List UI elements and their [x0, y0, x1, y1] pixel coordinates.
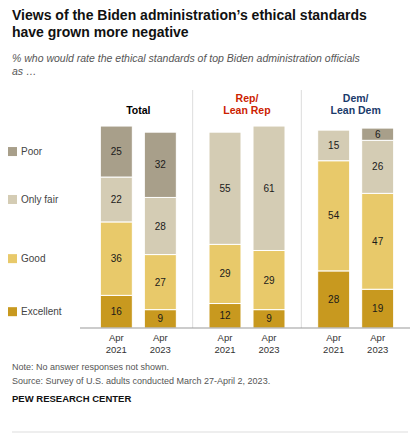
- data-label: 15: [328, 140, 340, 151]
- note: Note: No answer responses not shown.: [12, 362, 169, 372]
- bar-segment: [362, 289, 394, 328]
- data-label: 36: [111, 253, 123, 264]
- bar-segment: [209, 244, 241, 303]
- subtitle: % who would rate the ethical standards o…: [12, 52, 361, 77]
- data-label: 9: [158, 313, 164, 324]
- bar-segment: [318, 161, 350, 271]
- data-label: 26: [372, 161, 384, 172]
- data-label: 47: [372, 236, 384, 247]
- x-tick-label: Apr2023: [150, 332, 171, 355]
- bar-segment: [253, 250, 285, 309]
- bar-segment: [253, 310, 285, 328]
- bar-segment: [100, 295, 132, 328]
- legend-entry: Poor: [21, 146, 43, 157]
- x-tick-label: Apr2021: [323, 332, 344, 355]
- group-label: Dem/Lean Dem: [331, 92, 381, 116]
- legend-entry: Good: [21, 253, 45, 264]
- x-tick-label: Apr2021: [214, 332, 235, 355]
- bar-segment: [209, 132, 241, 244]
- data-label: 27: [155, 277, 167, 288]
- data-label: 22: [111, 194, 123, 205]
- bar-segment: [362, 193, 394, 289]
- legend-swatch: [8, 307, 17, 316]
- title: Views of the Biden administration’s ethi…: [12, 7, 367, 40]
- data-label: 32: [155, 159, 167, 170]
- data-label: 55: [219, 183, 231, 194]
- legend-swatch: [8, 195, 17, 204]
- bar-segment: [318, 271, 350, 328]
- bar-segment: [253, 126, 285, 127]
- data-label: 25: [111, 146, 123, 157]
- group-separator: [301, 90, 302, 328]
- data-label: 54: [328, 210, 340, 221]
- legend-swatch: [8, 254, 17, 263]
- legend-swatch: [8, 147, 17, 156]
- data-label: 12: [219, 310, 231, 321]
- data-label: 28: [328, 294, 340, 305]
- legend-entry: Only fair: [21, 194, 59, 205]
- bar-segment: [144, 132, 176, 197]
- group-separator: [192, 90, 193, 328]
- x-tick-label: Apr2023: [258, 332, 279, 355]
- bar-segment: [362, 140, 394, 193]
- data-label: 28: [155, 221, 167, 232]
- bar-segment: [144, 197, 176, 254]
- data-label: 16: [111, 306, 123, 317]
- bar-segment: [318, 130, 350, 161]
- footer-rule: [12, 432, 408, 433]
- chart: Views of the Biden administration’s ethi…: [0, 0, 420, 446]
- bar-segment: [253, 126, 285, 250]
- x-tick-label: Apr2021: [106, 332, 127, 355]
- data-labels: 16 36 22 25 9 27 28 32 12 29 55 9 29 61 28 54 15 19 47 26 6: [111, 129, 384, 325]
- bar-segment: [144, 255, 176, 310]
- bar-segment: [209, 132, 241, 133]
- bar-segment: [100, 177, 132, 222]
- group-label: Rep/Lean Rep: [223, 92, 270, 116]
- group-label: Total: [126, 104, 150, 116]
- data-label: 29: [263, 275, 275, 286]
- bar-segment: [318, 130, 350, 131]
- note: Source: Survey of U.S. adults conducted …: [12, 376, 270, 386]
- data-label: 9: [266, 313, 272, 324]
- data-label: 6: [375, 129, 381, 140]
- bar-segment: [100, 126, 132, 177]
- bar-segment: [209, 304, 241, 328]
- bar-segment: [100, 222, 132, 295]
- data-label: 29: [219, 268, 231, 279]
- x-tick-label: Apr2023: [367, 332, 388, 355]
- bars: [100, 126, 393, 328]
- bar-segment: [362, 128, 394, 140]
- data-label: 19: [372, 303, 384, 314]
- bar-segment: [144, 310, 176, 328]
- note: PEW RESEARCH CENTER: [12, 393, 131, 404]
- legend-entry: Excellent: [21, 306, 62, 317]
- data-label: 61: [263, 183, 275, 194]
- baseline: [80, 328, 410, 329]
